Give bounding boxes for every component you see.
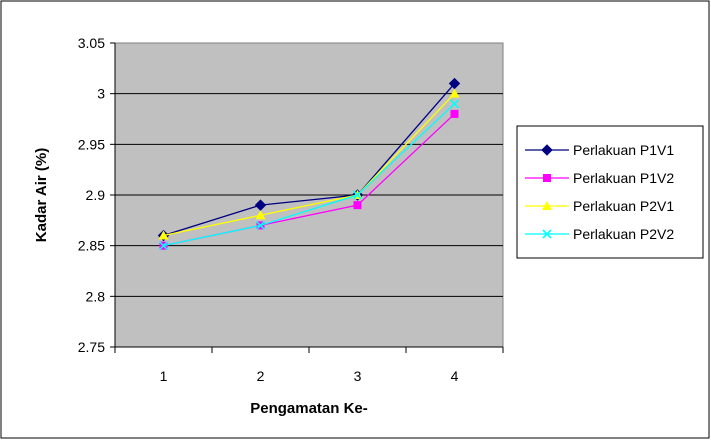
legend-label: Perlakuan P1V1 — [573, 142, 674, 158]
y-tick-label: 3 — [97, 86, 105, 102]
data-point — [449, 99, 460, 109]
x-tick-label: 3 — [354, 368, 362, 384]
y-tick-label: 3.05 — [78, 35, 105, 51]
x-axis-title: Pengamatan Ke- — [250, 400, 368, 417]
legend-item: Perlakuan P1V1 — [525, 142, 674, 158]
legend-marker — [542, 201, 552, 210]
series-line — [163, 83, 455, 237]
y-tick-label: 2.9 — [86, 187, 106, 203]
data-point — [255, 220, 266, 230]
y-axis-title: Kadar Air (%) — [33, 148, 50, 242]
gridlines — [115, 93, 503, 297]
legend-item: Perlakuan P2V1 — [525, 198, 674, 214]
legend-label: Perlakuan P2V2 — [573, 226, 674, 242]
data-point — [254, 199, 267, 211]
x-tick-label: 2 — [257, 368, 265, 384]
data-point — [448, 77, 461, 90]
y-tick-label: 2.75 — [78, 339, 105, 355]
data-point — [450, 109, 459, 118]
data-point — [158, 241, 169, 251]
series-group — [157, 77, 461, 251]
data-point — [255, 210, 266, 220]
y-tick-label: 2.85 — [78, 238, 105, 254]
legend-item: Perlakuan P1V2 — [525, 170, 674, 186]
x-tick-label: 1 — [160, 368, 168, 384]
legend-marker — [543, 174, 551, 182]
legend-label: Perlakuan P1V2 — [573, 170, 674, 186]
series-4 — [158, 99, 460, 251]
legend-marker — [542, 229, 552, 239]
data-point — [352, 190, 363, 200]
data-point — [158, 230, 169, 240]
series-line — [163, 93, 455, 237]
legend-label: Perlakuan P2V1 — [573, 198, 674, 214]
legend-marker — [541, 144, 553, 156]
data-point — [353, 201, 362, 210]
axes: 2.75 2.8 2.85 2.9 2.95 3 3.05 1 2 3 4 — [78, 35, 504, 384]
y-tick-label: 2.8 — [86, 288, 106, 304]
legend-item: Perlakuan P2V2 — [525, 226, 674, 242]
legend: Perlakuan P1V1 Perlakuan P1V2 Perlakuan P2… — [516, 125, 704, 259]
y-tick-label: 2.95 — [78, 136, 105, 152]
series-line — [163, 103, 455, 247]
data-point — [449, 88, 460, 98]
x-tick-label: 4 — [451, 368, 459, 384]
